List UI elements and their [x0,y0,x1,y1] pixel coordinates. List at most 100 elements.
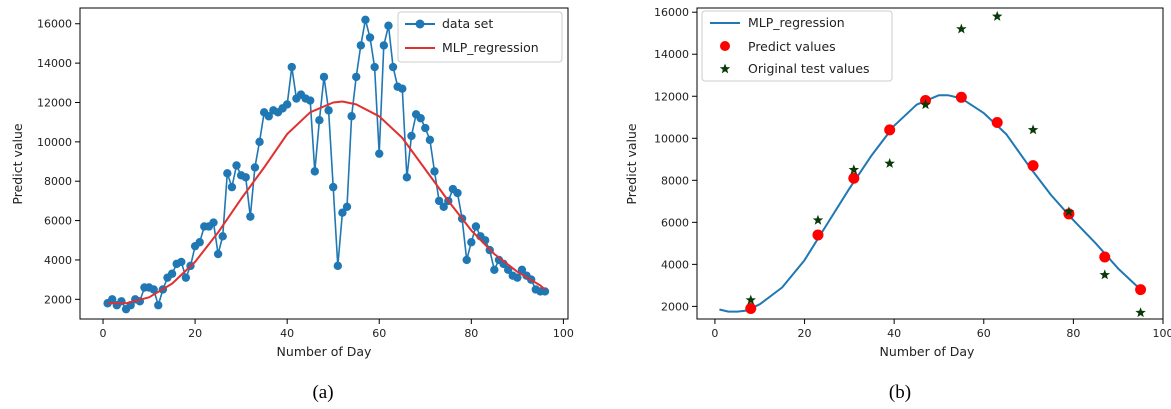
data-point-predict-values-b [1099,251,1111,263]
data-point-data-set-a [246,212,255,221]
legend-b: MLP_regression Predict values Original t… [701,10,893,82]
data-point-data-set-a [342,202,352,212]
data-point-data-set-a [434,196,444,206]
x-tick-label: 40 [280,327,294,340]
y-tick-label: 12000 [654,90,689,103]
legend-label-data-set: data set [442,16,493,31]
x-axis-label-b: Number of Day [880,344,975,359]
data-point-data-set-a [223,169,232,178]
x-axis-label-a: Number of Day [277,344,372,359]
data-point-data-set-a [154,301,163,310]
data-point-original-test-values-b [1099,269,1110,280]
data-point-data-set-a [503,265,513,274]
data-point-data-set-a [310,167,319,176]
legend-label-predict-values: Predict values [748,39,836,54]
x-tick-label: 60 [977,327,991,340]
data-point-data-set-a [227,182,237,192]
data-point-data-set-a [177,257,186,267]
data-point-data-set-a [232,161,241,170]
chart-panel-a: 0 20 40 60 80 100 2000 4000 6000 8000 10000 12000 1… [10,7,574,403]
data-point-data-set-a [149,285,158,294]
data-point-original-test-values-b [812,214,824,225]
series-line-mlp-regression-a [107,100,546,305]
series-layer-b [719,10,1147,318]
data-point-data-set-a [167,269,177,278]
data-point-data-set-a [255,137,264,147]
data-point-data-set-a [305,96,315,105]
y-tick-label: 4000 [44,254,72,267]
legend-box-a [397,11,563,63]
chart-panel-b: 0 20 40 60 80 100 2000 4000 6000 8000 10000 12000 1… [624,6,1171,403]
data-point-original-test-values-b [992,10,1003,21]
data-point-data-set-a [282,100,292,109]
x-tick-label: 80 [1066,327,1080,340]
data-point-data-set-a [347,112,356,121]
data-point-original-test-values-b [848,164,860,175]
y-tick-label: 16000 [37,18,72,31]
data-point-data-set-a [490,265,499,274]
legend-label-mlp-regression-b: MLP_regression [748,15,845,30]
series-layer-a [103,15,550,314]
data-point-data-set-a [517,265,527,274]
data-point-predict-values-b [1027,160,1039,172]
x-tick-label: 100 [1153,327,1171,340]
y-tick-label: 10000 [654,132,689,145]
x-tick-label: 80 [464,327,478,340]
legend-box-b [701,10,893,82]
data-point-original-test-values-b [1063,206,1075,217]
data-point-data-set-a [370,62,379,72]
data-point-original-test-values-b [1027,124,1039,135]
legend-marker-data-set [415,19,425,29]
data-point-data-set-a [407,131,416,141]
x-tick-label: 0 [711,327,718,340]
legend-marker-predict-values [720,41,730,51]
data-point-data-set-a [402,173,412,182]
data-point-data-set-a [250,163,260,172]
y-tick-label: 14000 [654,48,689,61]
data-point-data-set-a [540,287,550,296]
data-point-data-set-a [287,62,296,72]
y-tick-label: 8000 [661,174,689,187]
y-tick-label: 8000 [44,175,72,188]
data-point-data-set-a [181,273,191,282]
y-tick-label: 6000 [44,215,72,228]
legend-label-original-test-values: Original test values [748,61,870,76]
y-axis-label-b: Predict value [624,123,639,204]
data-point-data-set-a [315,115,324,125]
y-tick-label: 2000 [44,293,72,306]
y-tick-label: 6000 [661,216,689,229]
data-point-data-set-a [467,238,476,247]
y-axis-label-a: Predict value [10,123,25,204]
x-tick-label: 60 [372,327,386,340]
x-tick-label: 100 [553,327,574,340]
data-point-data-set-a [356,41,366,50]
legend-a: data set MLP_regression [397,11,563,63]
data-point-data-set-a [361,15,370,25]
caption-a: (a) [312,382,333,403]
x-ticks-b: 0 20 40 60 80 100 [711,319,1171,340]
y-tick-label: 14000 [37,57,72,70]
data-point-predict-values-b [884,124,896,136]
data-point-data-set-a [218,232,227,241]
x-ticks-a: 0 20 40 60 80 100 [100,319,574,340]
data-point-data-set-a [108,295,117,304]
y-tick-label: 10000 [37,136,72,149]
data-point-data-set-a [329,182,338,192]
data-point-data-set-a [388,62,398,72]
data-point-original-test-values-b [884,158,895,168]
data-point-predict-values-b [848,172,860,184]
data-point-original-test-values-b [956,23,967,34]
data-point-data-set-a [319,72,329,82]
data-point-predict-values-b [991,117,1003,129]
legend-label-mlp-regression-a: MLP_regression [442,40,539,55]
data-point-data-set-a [384,21,393,30]
data-point-data-set-a [264,112,273,121]
data-point-original-test-values-b [1135,307,1146,318]
caption-b: (b) [889,382,911,403]
data-point-data-set-a [471,222,481,231]
x-tick-label: 20 [798,327,812,340]
data-point-data-set-a [416,114,425,123]
data-point-data-set-a [462,255,471,265]
data-point-data-set-a [333,261,343,271]
